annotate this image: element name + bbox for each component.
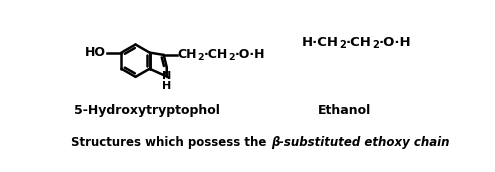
Text: H·CH: H·CH: [302, 36, 339, 49]
Text: Ethanol: Ethanol: [318, 104, 371, 117]
Text: ·O·H: ·O·H: [379, 36, 411, 49]
Text: ·O·H: ·O·H: [235, 48, 265, 61]
Text: 5-Hydroxytryptophol: 5-Hydroxytryptophol: [74, 104, 220, 117]
Text: HO: HO: [85, 46, 106, 59]
Text: 2: 2: [228, 53, 235, 62]
Text: H: H: [162, 82, 171, 92]
Text: β: β: [271, 136, 279, 149]
Text: 2: 2: [339, 40, 346, 50]
Text: ·CH: ·CH: [204, 48, 228, 61]
Text: 2: 2: [197, 53, 204, 62]
Text: CH: CH: [178, 48, 197, 61]
Text: N: N: [162, 71, 171, 82]
Text: 2: 2: [372, 40, 379, 50]
Text: ·CH: ·CH: [346, 36, 372, 49]
Text: -substituted ethoxy chain: -substituted ethoxy chain: [279, 136, 449, 149]
Text: Structures which possess the: Structures which possess the: [71, 136, 271, 149]
